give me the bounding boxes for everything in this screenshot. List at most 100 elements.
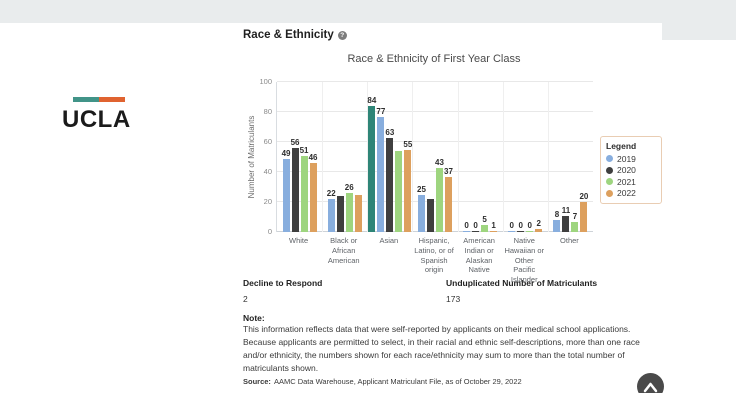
- bar-value-label: 1: [491, 220, 496, 230]
- bar-2019[interactable]: [553, 220, 561, 232]
- stat-value: 2: [243, 294, 248, 304]
- note-label: Note:: [243, 313, 265, 323]
- logo-text: UCLA: [62, 106, 131, 133]
- category-label: Hispanic, Latino, or of Spanish origin: [414, 236, 454, 275]
- bar-value-label: 22: [326, 189, 336, 198]
- logo-accent-bar: [73, 97, 125, 102]
- legend-item[interactable]: 2022: [606, 188, 656, 200]
- bar-value-label: 0: [473, 221, 478, 230]
- bar-value-label: 51: [299, 145, 309, 155]
- legend-color-dot: [606, 189, 613, 197]
- bar-value-label: 25: [417, 184, 426, 194]
- bar-2021[interactable]: [436, 167, 443, 232]
- bar-value-label: 37: [444, 166, 453, 176]
- bar-2021[interactable]: [526, 231, 534, 232]
- legend-title: Legend: [606, 141, 637, 151]
- bar-2021[interactable]: [300, 155, 308, 232]
- bar-value-label: 26: [344, 183, 354, 192]
- bar-2020[interactable]: [291, 148, 299, 232]
- bar-2020[interactable]: [336, 196, 344, 232]
- gridline: [277, 171, 593, 172]
- bar-value-label: 0: [464, 221, 469, 230]
- category-label: White: [288, 236, 309, 245]
- bar-2019[interactable]: [327, 199, 335, 232]
- bar-2021[interactable]: [345, 193, 353, 232]
- bar-2021[interactable]: [481, 224, 489, 232]
- bar-value-label: 5: [482, 214, 487, 224]
- bar-value-label: 84: [367, 96, 377, 105]
- note-text: This information reflects data that were…: [243, 324, 640, 373]
- legend-color-dot: [606, 178, 613, 186]
- bar-value-label: 11: [561, 205, 571, 215]
- info-icon[interactable]: ?: [337, 31, 347, 40]
- legend-entry-label: 2019: [617, 153, 636, 164]
- highlight-bar[interactable]: [368, 106, 376, 232]
- source-line: Source: AAMC Data Warehouse, Applicant Ma…: [243, 377, 522, 386]
- bar-value-label: 0: [518, 221, 523, 230]
- stat-label: Decline to Respond: [243, 278, 323, 288]
- bar-2022[interactable]: [354, 194, 362, 232]
- legend-color-dot: [606, 166, 613, 174]
- bar-value-label: 43: [435, 157, 444, 167]
- bar-value-label: 49: [281, 148, 291, 158]
- category-divider: [547, 82, 549, 232]
- bar-value-label: 77: [376, 106, 386, 116]
- source-label: Source:: [243, 377, 271, 386]
- plot-area: 49 56 51 46 22 26 84 77 63 55 25 43 37 0 0 5 1 0 0 0 2 8 11 7 20: [276, 81, 593, 232]
- stat-label: Unduplicated Number of Matriculants: [446, 278, 598, 288]
- bar-value-label: 0: [509, 221, 514, 230]
- bar-2019[interactable]: [463, 231, 471, 232]
- bar-2019[interactable]: [508, 231, 516, 232]
- bar-2022[interactable]: [404, 149, 412, 232]
- bar-2021[interactable]: [395, 151, 403, 232]
- y-tick-label: 40: [263, 167, 272, 176]
- scroll-top-button[interactable]: [637, 373, 664, 393]
- legend-item[interactable]: 2020: [606, 165, 656, 177]
- bar-2022[interactable]: [490, 230, 498, 232]
- top-gray-band: [0, 0, 736, 23]
- bar-value-label: 0: [527, 221, 532, 230]
- legend-entry-label: 2020: [617, 165, 636, 176]
- bar-2022[interactable]: [580, 202, 588, 232]
- bar-2020[interactable]: [427, 199, 434, 232]
- bar-2020[interactable]: [386, 137, 394, 232]
- bar-value-label: 46: [308, 153, 318, 162]
- bar-2022[interactable]: [445, 176, 452, 232]
- category-label: Native Hawaiian or Other Pacific Islande…: [504, 236, 545, 284]
- category-label: American Indian or Alaskan Native: [463, 236, 495, 275]
- y-tick-label: 100: [259, 77, 272, 86]
- bar-2022[interactable]: [535, 229, 543, 232]
- chart-title: Race & Ethnicity of First Year Class: [347, 53, 521, 65]
- gridline: [277, 81, 593, 82]
- bar-2020[interactable]: [517, 231, 525, 232]
- scroll-top-clip: [637, 373, 664, 393]
- bar-2019[interactable]: [282, 158, 290, 232]
- bar-2019[interactable]: [377, 116, 385, 232]
- stat-decline-to-respond: Decline to Respond 2: [243, 278, 322, 304]
- stat-unduplicated-matriculants: Unduplicated Number of Matriculants 173: [446, 278, 597, 304]
- category-divider: [367, 82, 369, 232]
- legend-item[interactable]: 2021: [606, 176, 656, 188]
- bar-2021[interactable]: [571, 221, 579, 232]
- category-divider: [412, 82, 414, 232]
- bar-2019[interactable]: [418, 194, 425, 232]
- bar-value-label: 2: [536, 219, 541, 228]
- bar-2020[interactable]: [562, 215, 570, 232]
- source-text: AAMC Data Warehouse, Applicant Matricula…: [273, 377, 522, 386]
- logo-bar-teal-segment: [73, 97, 99, 102]
- gridline: [277, 231, 593, 232]
- legend-entry-label: 2022: [617, 188, 636, 199]
- legend-item[interactable]: 2019: [606, 153, 656, 165]
- gridline: [277, 201, 593, 202]
- bar-value-label: 63: [385, 127, 395, 137]
- bar-2020[interactable]: [472, 231, 480, 232]
- section-heading: Race & Ethnicity?: [243, 29, 347, 41]
- top-gray-band-right: [662, 23, 736, 40]
- bar-value-label: 7: [572, 211, 578, 221]
- bar-2022[interactable]: [309, 163, 317, 232]
- gridline: [277, 111, 593, 112]
- chevron-up-icon: [643, 382, 658, 393]
- category-label: Other: [560, 236, 579, 245]
- ucla-logo[interactable]: UCLA: [62, 95, 182, 140]
